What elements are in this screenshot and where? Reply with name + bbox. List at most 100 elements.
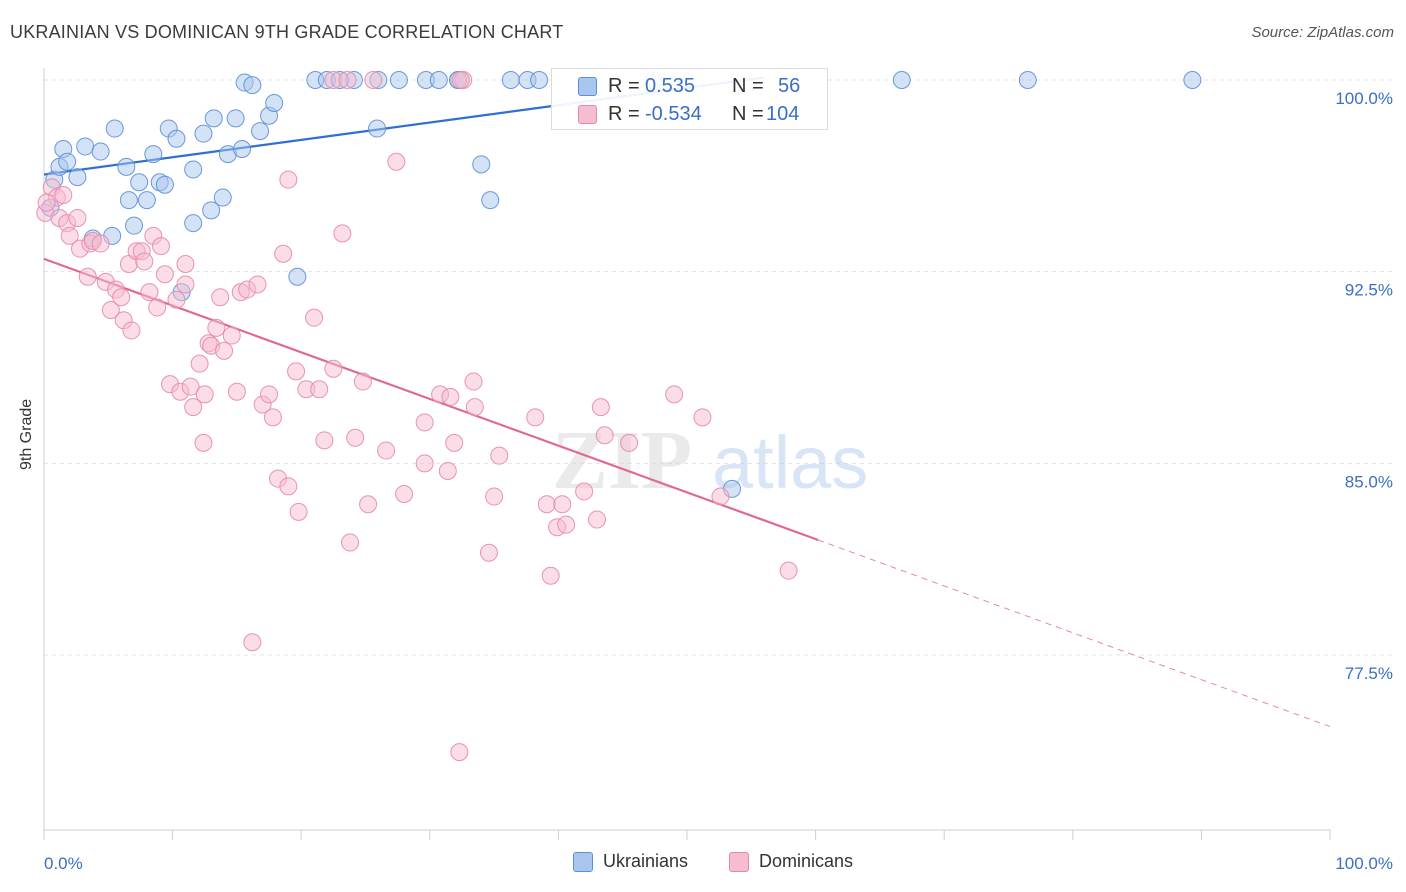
legend-item-dominicans[interactable]: Dominicans [729,851,853,872]
data-point-blue [243,76,262,95]
data-point-pink [464,372,483,391]
legend-label: Ukrainians [603,851,689,871]
data-point-pink [305,308,324,327]
data-point-blue [137,191,156,210]
data-point-blue [429,71,448,89]
data-point-pink [155,265,174,284]
data-point-blue [130,173,149,192]
data-point-pink [779,561,798,580]
data-point-pink [207,318,226,337]
data-point-pink [112,288,131,307]
stats-r-value: -0.534 [645,103,702,125]
data-point-blue [117,157,136,176]
data-point-pink [215,341,234,360]
data-point-pink [315,431,334,450]
x-tick-label: 0.0% [44,854,83,873]
data-point-pink [287,362,306,381]
data-point-pink [587,510,606,529]
watermark-zip: ZIP [552,414,692,507]
y-tick-label: 100.0% [1335,89,1393,108]
data-point-pink [479,543,498,562]
data-point-pink [415,454,434,473]
data-point-blue [530,71,549,89]
data-point-blue [892,71,911,89]
data-point-pink [364,71,383,89]
legend-label: Dominicans [759,851,854,871]
y-tick-label: 77.5% [1345,664,1393,683]
data-point-blue [119,191,138,210]
data-point-blue [194,124,213,143]
legend-item-ukrainians[interactable]: Ukrainians [573,851,688,872]
data-point-pink [78,267,97,286]
data-point-pink [148,298,167,317]
data-point-pink [68,209,87,227]
data-point-blue [481,191,500,210]
data-point-pink [91,234,110,253]
data-point-pink [176,275,195,294]
data-point-pink [395,485,414,503]
data-point-blue [68,168,87,187]
data-point-blue [251,122,270,141]
y-tick-label: 85.0% [1345,472,1393,491]
data-point-blue [144,145,163,164]
data-point-pink [485,487,504,506]
data-point-pink [693,408,712,427]
data-point-blue [91,142,110,161]
data-point-pink [190,354,209,373]
data-point-pink [37,193,56,212]
data-point-pink [338,71,357,89]
stats-n-label: N = [732,75,764,97]
stats-swatch-pink [578,105,597,124]
data-point-pink [289,502,308,521]
source-label: Source: ZipAtlas.com [1251,24,1394,41]
data-point-pink [243,633,262,652]
data-point-pink [665,385,684,404]
data-point-blue [155,175,174,194]
data-point-pink [591,398,610,417]
data-point-blue [472,155,491,174]
data-point-pink [341,533,360,552]
data-point-blue [368,119,387,138]
data-point-blue [288,267,307,286]
data-point-pink [346,428,365,447]
data-point-pink [274,244,293,263]
stats-r-label: R = [608,103,640,125]
data-point-pink [152,237,171,256]
data-point-pink [557,515,576,534]
data-point-blue [76,137,95,156]
data-point-blue [213,188,232,207]
data-point-blue [125,216,144,235]
data-point-blue [204,109,223,128]
data-point-pink [310,380,329,399]
data-point-pink [620,433,639,452]
data-point-blue [167,129,186,148]
data-point-pink [465,398,484,417]
data-point-blue [389,71,408,89]
data-point-pink [248,275,267,294]
data-point-pink [324,359,343,378]
data-point-blue [58,152,77,171]
x-tick-label: 100.0% [1335,854,1393,873]
data-point-pink [279,170,298,189]
data-point-blue [184,160,203,179]
data-point-pink [575,482,594,501]
data-point-pink [222,326,241,345]
stats-row-dominicans: R = -0.534 N = 104 [552,101,827,129]
data-point-pink [194,433,213,452]
data-point-pink [541,566,560,585]
stats-n-value: 56 [778,75,801,97]
data-point-pink [122,321,141,340]
tick-labels: 77.5% 85.0% 92.5% 100.0% 0.0% 100.0% [44,89,1393,873]
data-point-pink [353,372,372,391]
grid-lines [44,79,1395,656]
chart-title: UKRAINIAN VS DOMINICAN 9TH GRADE CORRELA… [10,22,564,42]
trend-lines [43,76,1331,728]
data-point-pink [260,385,279,404]
data-point-blue [265,94,284,112]
data-point-blue [226,109,245,128]
data-point-blue [1183,71,1202,89]
data-point-blue [501,71,520,89]
stats-legend: R = 0.535 N = 56 R = -0.534 N = 104 [551,68,828,130]
bottom-legend: Ukrainians Dominicans [0,851,1406,879]
